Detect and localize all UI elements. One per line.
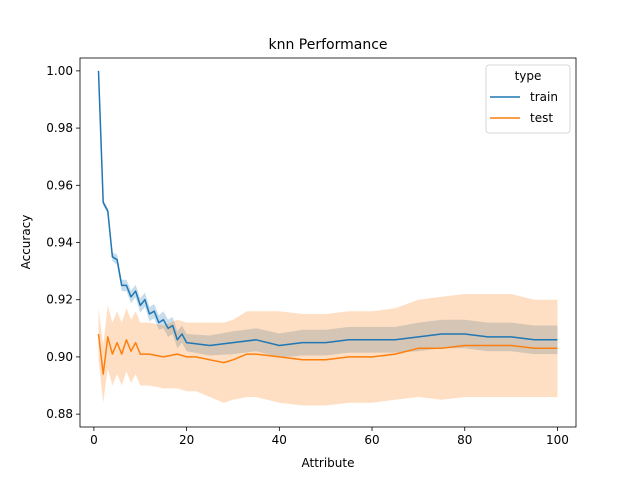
x-tick-label: 60 (364, 433, 379, 447)
y-tick-label: 0.98 (46, 121, 73, 135)
x-axis-label: Attribute (302, 456, 355, 470)
y-tick-label: 0.94 (46, 236, 73, 250)
x-tick-label: 20 (179, 433, 194, 447)
y-tick-label: 0.88 (46, 407, 73, 421)
chart-title: knn Performance (268, 37, 387, 53)
band-test (98, 294, 558, 406)
y-tick-label: 0.92 (46, 293, 73, 307)
legend-label-train: train (530, 90, 558, 104)
x-tick-label: 0 (90, 433, 98, 447)
x-tick-label: 40 (272, 433, 287, 447)
x-tick-label: 80 (457, 433, 472, 447)
legend-box (485, 64, 571, 134)
y-axis-label: Accuracy (19, 215, 33, 270)
series-lines (97, 70, 558, 375)
legend-title: type (515, 69, 542, 83)
band-train (98, 70, 558, 358)
y-axis-ticks: 0.88 0.90 0.92 0.94 0.96 0.98 1.00 (46, 64, 80, 421)
x-axis-ticks: 0 20 40 60 80 100 (90, 427, 569, 447)
y-tick-label: 0.90 (46, 350, 73, 364)
x-tick-label: 100 (546, 433, 569, 447)
y-tick-label: 0.96 (46, 178, 73, 192)
legend: type train test (485, 64, 571, 134)
confidence-bands (98, 70, 558, 406)
line-train (97, 70, 558, 347)
legend-label-test: test (530, 111, 553, 125)
y-tick-label: 1.00 (46, 64, 73, 78)
line-test (97, 333, 558, 375)
